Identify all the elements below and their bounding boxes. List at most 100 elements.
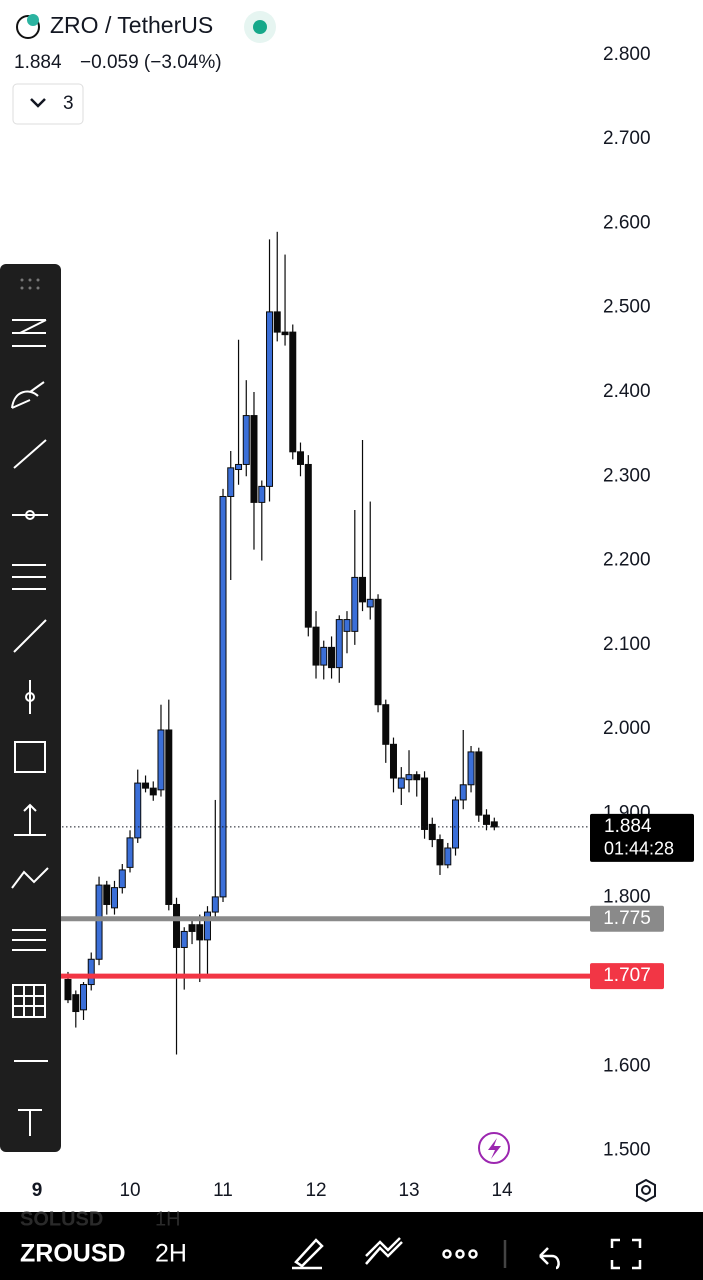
countdown-label: 01:44:28 [604, 839, 674, 859]
tool-lines[interactable] [12, 929, 46, 951]
candle-body [173, 903, 181, 948]
candle-body [142, 782, 150, 789]
candle-body [165, 729, 173, 905]
candle-body [366, 598, 374, 608]
candle-body [87, 958, 95, 986]
candle-body [320, 646, 328, 666]
candle-body [351, 576, 359, 632]
candle-body [359, 576, 367, 603]
plot [0, 231, 590, 1055]
chevron [30, 98, 46, 108]
candle-body [312, 626, 320, 666]
candle-body [273, 311, 281, 333]
prev-symbol: SOLUSD [20, 1208, 103, 1230]
candle-body [343, 619, 351, 632]
draw-button[interactable] [292, 1238, 324, 1270]
x-tick-label: 9 [32, 1180, 43, 1201]
candle-body [296, 451, 304, 465]
status-dot [253, 20, 267, 34]
candle-body [242, 415, 250, 465]
y-tick-label: 2.700 [603, 128, 651, 149]
candle-body [436, 839, 444, 866]
y-tick-label: 2.400 [603, 381, 651, 402]
price-line-label: 1.775 [603, 908, 651, 929]
more-dot [455, 1249, 465, 1259]
candle-body [72, 994, 80, 1013]
y-tick-label: 2.200 [603, 550, 651, 571]
candle-body [405, 774, 413, 781]
candle-body [80, 984, 88, 1011]
bottom-bar [0, 1212, 703, 1280]
y-tick-label: 1.600 [603, 1055, 651, 1076]
symbol-button[interactable]: ZROUSD [20, 1240, 126, 1268]
candle-body [126, 837, 134, 868]
prev-interval: 1H [155, 1208, 181, 1230]
candle-body [258, 485, 266, 503]
candle-body [235, 463, 243, 471]
x-tick-label: 12 [305, 1180, 326, 1201]
indicator-count: 3 [63, 93, 74, 114]
tool-trend[interactable] [13, 439, 47, 469]
settings-button[interactable] [636, 1178, 656, 1203]
candle-body [250, 415, 258, 503]
candle-body [188, 924, 196, 932]
candle-body [304, 463, 312, 628]
y-tick-label: 2.800 [603, 44, 651, 65]
tool-fib[interactable] [12, 319, 47, 347]
candle-body [219, 495, 227, 898]
y-tick-label: 2.100 [603, 634, 651, 655]
tool-ray[interactable] [13, 619, 47, 653]
candle-body [103, 884, 111, 905]
tool-measure[interactable] [14, 803, 46, 836]
tool-grid-lines [13, 985, 45, 1017]
candle-body [467, 751, 475, 786]
candle-body [459, 784, 467, 801]
y-tick-label: 1.500 [603, 1140, 651, 1161]
candle-body [389, 743, 397, 779]
candle-body [281, 331, 289, 336]
indicator-toggle[interactable] [12, 83, 84, 125]
x-tick-label: 14 [491, 1180, 513, 1201]
y-tick-label: 1.800 [603, 887, 651, 908]
x-tick-label: 11 [213, 1180, 233, 1201]
tool-brush[interactable] [11, 381, 45, 409]
candle-body [475, 751, 483, 816]
undo-button[interactable] [539, 1247, 560, 1270]
tool-rect[interactable] [14, 741, 46, 773]
price-line-label-bg [590, 905, 664, 932]
candle-body [110, 887, 118, 909]
header-price: 1.884 [14, 52, 62, 73]
candle-body [328, 646, 336, 669]
price-line-label-bg [590, 963, 664, 990]
candle-body [421, 777, 429, 830]
symbol-title[interactable]: ZRO / TetherUS [50, 12, 213, 38]
indicators-button[interactable] [365, 1237, 403, 1265]
tool-text[interactable] [18, 1109, 42, 1136]
y-tick-label: 2.300 [603, 465, 651, 486]
last-price-label: 1.884 [604, 816, 652, 837]
candle-body [203, 911, 211, 941]
tool-grid[interactable] [12, 984, 46, 1018]
candle-body [482, 814, 490, 825]
x-tick-label: 13 [398, 1180, 419, 1201]
tool-pattern[interactable] [11, 867, 49, 889]
y-tick-label: 2.600 [603, 212, 651, 233]
interval-button[interactable]: 2H [155, 1240, 187, 1268]
candle-body [413, 774, 421, 781]
candle-body [134, 782, 142, 839]
y-tick-label: 2.500 [603, 297, 651, 318]
candle-body [382, 704, 390, 745]
candle-body [374, 598, 382, 706]
candle-body [444, 847, 452, 866]
alert-icon [488, 1138, 501, 1159]
drawing-toolbar [0, 264, 61, 1152]
tool-pitchfork[interactable] [12, 564, 46, 590]
candle-body [227, 467, 235, 497]
fullscreen-button[interactable] [610, 1238, 642, 1270]
candle-body [211, 896, 219, 913]
more-dot[interactable] [442, 1249, 452, 1259]
y-tick-label: 2.000 [603, 718, 651, 739]
candle-body [157, 729, 165, 791]
candle-body [289, 331, 297, 453]
